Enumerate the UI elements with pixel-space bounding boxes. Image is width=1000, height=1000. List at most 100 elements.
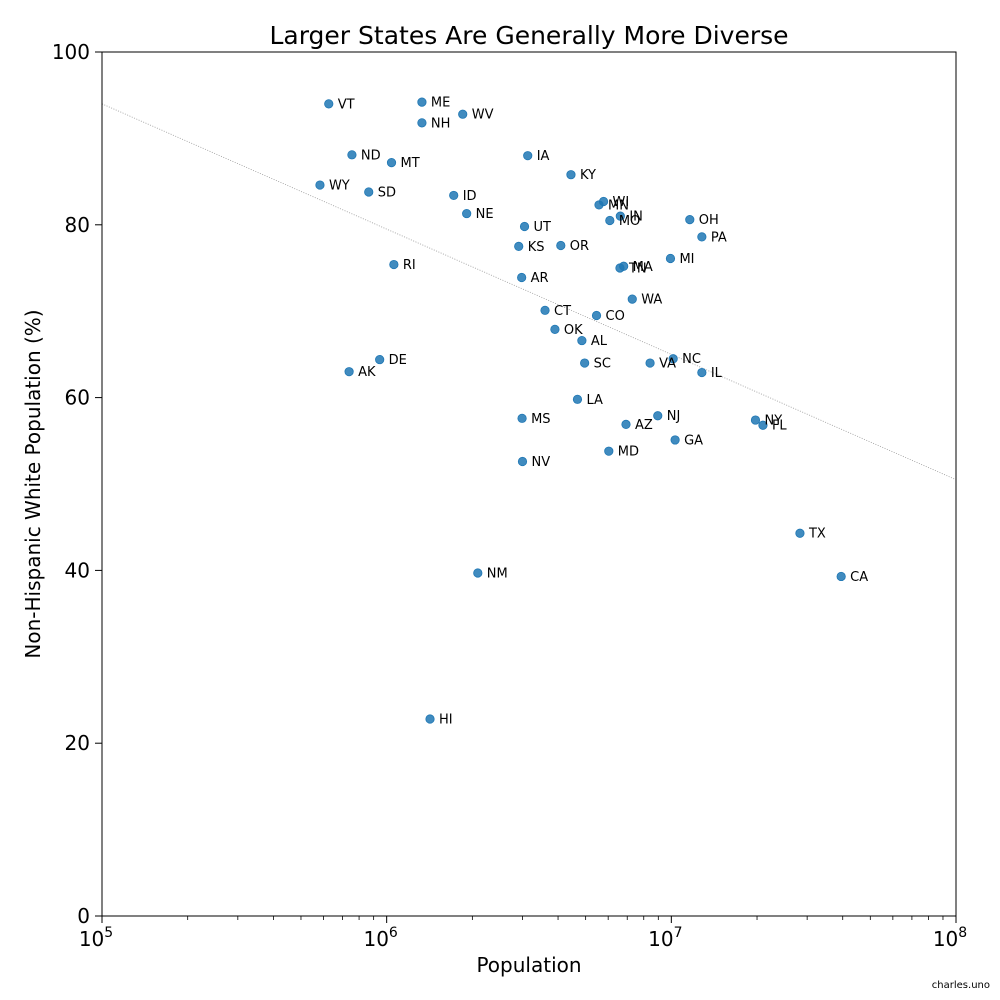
- data-point-ut: [519, 221, 530, 232]
- data-point-wa: [627, 294, 637, 304]
- point-label-hi: HI: [439, 713, 453, 728]
- data-point-id: [449, 190, 459, 201]
- point-label-ar: AR: [531, 271, 549, 286]
- point-label-ks: KS: [528, 240, 545, 255]
- point-label-ny: NY: [764, 414, 782, 429]
- data-point-me: [417, 97, 427, 107]
- data-point-la: [572, 394, 583, 404]
- data-point-sc: [580, 358, 590, 368]
- data-point-ar: [517, 272, 527, 283]
- point-label-sd: SD: [378, 185, 396, 200]
- data-point-nm: [473, 568, 483, 578]
- point-label-pa: PA: [711, 230, 727, 245]
- data-point-wy: [315, 180, 325, 190]
- point-label-vt: VT: [338, 97, 355, 112]
- y-axis-label: Non-Hispanic White Population (%): [21, 309, 45, 658]
- point-label-de: DE: [389, 353, 407, 368]
- data-point-vt: [324, 99, 334, 109]
- point-label-wy: WY: [329, 179, 350, 194]
- point-label-az: AZ: [635, 418, 653, 433]
- plot-frame: [101, 51, 957, 917]
- data-point-ct: [540, 305, 550, 315]
- x-axis: 105 106 107 108: [79, 916, 967, 951]
- point-label-nc: NC: [682, 352, 701, 367]
- data-point-ia: [523, 151, 533, 161]
- data-points-layer: [315, 97, 846, 724]
- data-point-hi: [425, 714, 435, 724]
- data-point-wv: [458, 109, 468, 119]
- data-point-il: [697, 367, 707, 378]
- point-label-nj: NJ: [667, 409, 681, 424]
- y-tick-label: 0: [77, 904, 90, 928]
- point-label-nm: NM: [487, 566, 508, 581]
- point-label-tn: TN: [628, 262, 647, 277]
- trend-line-layer: [101, 103, 957, 481]
- x-tick-label: 106: [363, 925, 397, 951]
- point-label-mt: MT: [401, 156, 420, 171]
- data-point-ga: [670, 435, 680, 445]
- point-label-ok: OK: [564, 323, 583, 338]
- data-point-va: [645, 358, 655, 368]
- point-label-md: MD: [618, 445, 639, 460]
- point-label-wi: WI: [613, 195, 630, 210]
- data-point-md: [604, 446, 614, 456]
- x-axis-label: Population: [476, 953, 581, 977]
- point-label-ca: CA: [850, 570, 868, 585]
- point-label-ia: IA: [537, 149, 550, 164]
- x-tick-label: 105: [79, 925, 113, 951]
- point-label-oh: OH: [699, 213, 719, 228]
- point-label-or: OR: [570, 239, 589, 254]
- point-label-me: ME: [431, 96, 450, 111]
- point-label-mn: MN: [608, 198, 629, 213]
- y-tick-label: 100: [52, 40, 90, 64]
- y-tick-label: 80: [65, 213, 90, 237]
- data-point-ca: [836, 571, 846, 582]
- data-point-sd: [364, 187, 374, 197]
- data-point-ny: [750, 415, 761, 425]
- y-tick-label: 60: [65, 386, 90, 410]
- data-point-de: [375, 354, 385, 365]
- data-point-mn: [594, 200, 604, 210]
- point-label-nd: ND: [361, 148, 381, 163]
- point-label-in: IN: [629, 210, 643, 225]
- data-point-mo: [605, 215, 615, 226]
- point-label-al: AL: [591, 334, 608, 349]
- data-point-oh: [685, 215, 695, 225]
- data-point-mi: [665, 253, 676, 264]
- y-axis: 0 20 40 60 80 100: [52, 40, 102, 928]
- x-tick-label: 108: [933, 925, 967, 951]
- point-label-ct: CT: [554, 304, 571, 319]
- point-label-wv: WV: [472, 108, 494, 123]
- point-label-mo: MO: [619, 214, 640, 229]
- point-label-nh: NH: [431, 116, 451, 131]
- data-point-mt: [386, 157, 397, 168]
- point-label-co: CO: [606, 309, 625, 324]
- point-label-ak: AK: [358, 365, 376, 380]
- point-label-ga: GA: [684, 433, 703, 448]
- data-point-co: [591, 310, 602, 321]
- data-point-nj: [653, 411, 663, 421]
- trend-line: [101, 103, 957, 481]
- point-label-va: VA: [659, 357, 676, 372]
- data-point-nd: [347, 150, 357, 160]
- data-point-nh: [417, 118, 427, 128]
- data-point-tn: [615, 263, 625, 273]
- data-point-ri: [389, 259, 399, 270]
- point-label-ms: MS: [531, 412, 550, 427]
- point-label-wa: WA: [641, 293, 662, 308]
- data-point-tx: [795, 528, 805, 538]
- point-label-ky: KY: [580, 168, 596, 183]
- data-point-ak: [344, 367, 354, 377]
- point-label-nv: NV: [531, 455, 550, 470]
- data-point-nc: [668, 354, 678, 364]
- data-point-pa: [697, 232, 707, 242]
- point-label-la: LA: [586, 393, 603, 408]
- point-label-ri: RI: [403, 258, 416, 273]
- data-point-nv: [517, 456, 528, 467]
- point-label-mi: MI: [679, 252, 694, 267]
- point-label-fl: FL: [772, 419, 787, 434]
- point-label-ut: UT: [534, 220, 552, 235]
- data-point-az: [621, 419, 631, 429]
